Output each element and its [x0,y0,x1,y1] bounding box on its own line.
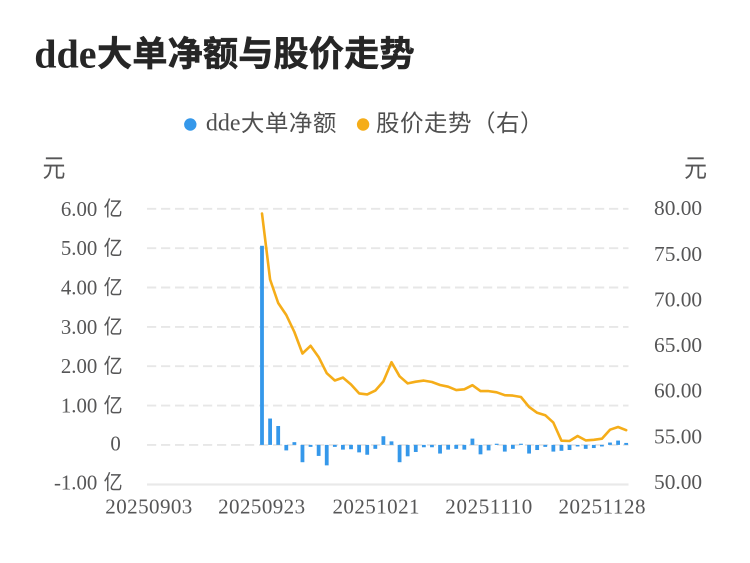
svg-text:3.00: 3.00 [61,316,97,339]
svg-text:20251021: 20251021 [333,495,420,519]
svg-text:20250923: 20250923 [218,495,305,519]
svg-text:-1.00: -1.00 [54,472,97,495]
svg-text:65.00: 65.00 [654,333,702,357]
svg-text:20251110: 20251110 [445,495,532,519]
svg-text:55.00: 55.00 [654,424,702,448]
svg-text:dde: dde [206,110,241,136]
svg-text:6.00: 6.00 [61,198,97,221]
svg-text:2.00: 2.00 [61,355,97,378]
svg-text:60.00: 60.00 [654,379,702,403]
svg-text:0: 0 [110,432,120,455]
svg-text:70.00: 70.00 [654,287,702,311]
svg-text:1.00: 1.00 [61,395,97,418]
svg-text:5.00: 5.00 [61,237,97,260]
svg-text:20251128: 20251128 [559,495,646,519]
svg-text:4.00: 4.00 [61,277,97,300]
svg-text:dde: dde [34,32,96,77]
svg-text:20250903: 20250903 [105,495,192,519]
svg-text:50.00: 50.00 [654,470,702,494]
svg-text:80.00: 80.00 [654,196,702,220]
svg-text:75.00: 75.00 [654,242,702,266]
